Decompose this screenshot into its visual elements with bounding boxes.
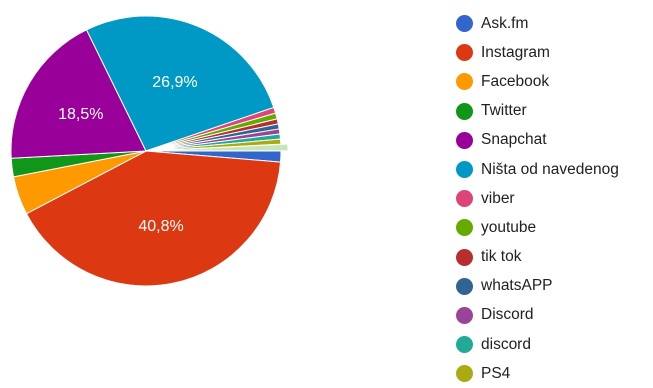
- legend-item: Instagram: [456, 38, 653, 67]
- pie-slice-other: [152, 143, 289, 152]
- legend-swatch: [456, 161, 473, 179]
- pie-slices: [10, 15, 289, 287]
- legend-item: viber: [456, 184, 653, 213]
- legend-swatch: [456, 248, 473, 266]
- legend-label: viber: [481, 189, 515, 207]
- legend-item: discord: [456, 330, 653, 359]
- legend-label: whatsAPP: [481, 277, 553, 295]
- slice-labels: 40,8% 18,5% 26,9%: [58, 74, 198, 235]
- legend-swatch: [456, 219, 473, 237]
- legend-label: Instagram: [481, 43, 550, 61]
- legend-item: tik tok: [456, 243, 653, 272]
- legend-swatch: [456, 102, 473, 120]
- legend-swatch: [456, 336, 473, 354]
- legend-label: Ask.fm: [481, 14, 529, 32]
- legend-label: Facebook: [481, 72, 550, 90]
- legend-swatch: [456, 44, 473, 62]
- legend-item: Ask.fm: [456, 9, 653, 38]
- legend-label: Twitter: [481, 102, 527, 120]
- legend-item: whatsAPP: [456, 272, 653, 301]
- legend-label: tik tok: [481, 248, 522, 266]
- legend-swatch: [456, 190, 473, 208]
- slice-label: 26,9%: [152, 74, 197, 91]
- legend-item: Discord: [456, 301, 653, 330]
- legend-label: youtube: [481, 218, 537, 236]
- legend-swatch: [456, 73, 473, 91]
- legend-item: Twitter: [456, 97, 653, 126]
- legend-label: PS4: [481, 364, 511, 382]
- legend-swatch: [456, 131, 473, 149]
- legend-swatch: [456, 306, 473, 324]
- legend-label: discord: [481, 335, 531, 353]
- legend-item: Snapchat: [456, 126, 653, 155]
- legend-label: Ništa od navedenog: [481, 160, 619, 178]
- legend-swatch: [456, 15, 473, 33]
- legend: Ask.fm Instagram Facebook Twitter Snapchat Ni…: [456, 9, 653, 388]
- legend-label: Snapchat: [481, 131, 547, 149]
- legend-item: PS4: [456, 359, 653, 388]
- legend-item: youtube: [456, 213, 653, 242]
- legend-item: Ništa od navedenog: [456, 155, 653, 184]
- slice-label: 18,5%: [58, 106, 103, 123]
- pie-slice-snapchat: [10, 29, 147, 159]
- pie-slice-instagram: [25, 150, 282, 287]
- legend-item: Facebook: [456, 67, 653, 96]
- slice-label: 40,8%: [138, 218, 183, 235]
- pie-slice-ni-ta-od-navedenog: [85, 15, 275, 152]
- legend-swatch: [456, 277, 473, 295]
- legend-swatch: [456, 365, 473, 383]
- legend-label: Discord: [481, 306, 534, 324]
